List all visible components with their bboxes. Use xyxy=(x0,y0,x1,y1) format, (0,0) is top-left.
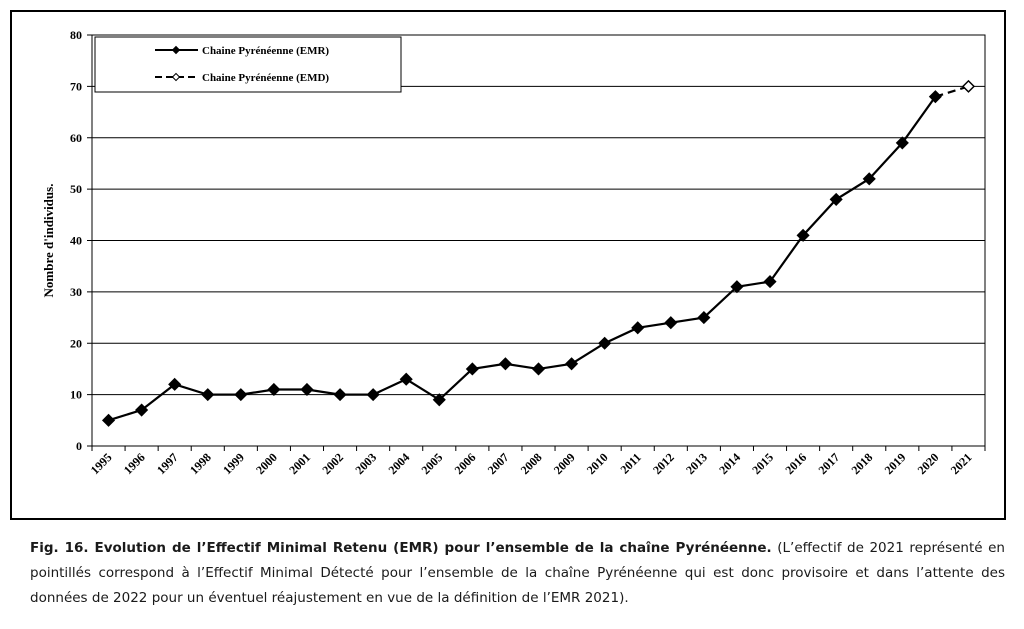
data-point xyxy=(168,377,182,391)
data-point xyxy=(796,228,810,242)
x-tick-label: 2000 xyxy=(253,450,280,477)
legend: Chaine Pyrénéenne (EMR) Chaine Pyrénéenne… xyxy=(94,36,402,93)
x-tick-label: 1999 xyxy=(220,450,247,477)
x-tick-label: 2015 xyxy=(749,450,776,477)
x-tick-label: 1998 xyxy=(187,450,214,477)
series-line-2 xyxy=(935,85,969,98)
y-tick-label: 80 xyxy=(70,28,82,42)
x-tick-label: 1995 xyxy=(88,450,115,477)
caption-figure-label: Fig. 16. Evolution de l’Effectif Minimal… xyxy=(30,540,772,556)
y-tick-label: 10 xyxy=(70,388,82,402)
y-tick-label: 40 xyxy=(70,234,82,248)
data-point xyxy=(135,403,149,417)
data-point xyxy=(366,388,380,402)
data-point xyxy=(498,357,512,371)
data-point xyxy=(201,388,215,402)
x-tick-label: 2019 xyxy=(882,450,909,477)
data-point xyxy=(697,311,711,325)
y-tick-label: 60 xyxy=(70,131,82,145)
x-tick-label: 2009 xyxy=(551,450,578,477)
x-tick-label: 2020 xyxy=(915,450,942,477)
y-tick-label: 20 xyxy=(70,336,82,350)
data-point xyxy=(961,79,976,93)
data-point xyxy=(598,336,612,350)
data-point xyxy=(234,388,248,402)
x-tick-label: 2021 xyxy=(948,450,975,477)
x-tick-label: 2004 xyxy=(385,450,412,477)
data-point xyxy=(432,393,446,407)
x-tick-label: 2017 xyxy=(815,450,842,477)
y-tick-label: 0 xyxy=(76,439,82,453)
data-point xyxy=(565,357,579,371)
x-tick-label: 1997 xyxy=(154,450,181,477)
data-point xyxy=(763,275,777,289)
x-tick-label: 2002 xyxy=(319,450,346,477)
data-point xyxy=(267,382,281,397)
legend-label: Chaine Pyrénéenne (EMR) xyxy=(202,45,329,57)
data-point xyxy=(730,280,744,294)
data-point xyxy=(531,362,546,376)
x-tick-label: 2018 xyxy=(848,450,875,477)
legend-marker xyxy=(171,72,181,82)
x-tick-label: 2011 xyxy=(617,450,643,476)
data-point xyxy=(664,316,678,330)
data-point xyxy=(399,372,413,386)
x-tick-label: 2006 xyxy=(452,450,479,477)
data-point xyxy=(829,192,843,206)
x-tick-label: 2005 xyxy=(419,450,446,477)
figure-caption: Fig. 16. Evolution de l’Effectif Minimal… xyxy=(30,536,1005,611)
legend-marker xyxy=(171,45,181,55)
y-tick-label: 30 xyxy=(70,285,82,299)
data-point xyxy=(465,362,479,376)
x-tick-label: 2014 xyxy=(716,450,743,477)
legend-box xyxy=(94,36,402,93)
data-point xyxy=(300,382,314,397)
x-tick-label: 2003 xyxy=(352,450,379,477)
y-tick-label: 70 xyxy=(70,79,82,93)
x-tick-label: 2016 xyxy=(782,450,809,477)
x-tick-label: 2007 xyxy=(485,450,512,477)
x-tick-label: 2013 xyxy=(683,450,710,477)
x-tick-label: 1996 xyxy=(121,450,148,477)
data-point xyxy=(101,413,116,427)
legend-label: Chaine Pyrénéenne (EMD) xyxy=(202,72,329,84)
caption-note: (L’effectif de 2021 représenté en pointi… xyxy=(30,540,1005,606)
data-point xyxy=(333,388,347,402)
x-tick-label: 2001 xyxy=(286,450,313,477)
x-tick-label: 2012 xyxy=(650,450,677,477)
x-tick-label: 2010 xyxy=(584,450,611,477)
data-point xyxy=(631,321,645,335)
x-tick-label: 2008 xyxy=(518,450,545,477)
y-tick-label: 50 xyxy=(70,182,82,196)
data-point xyxy=(895,136,909,150)
data-point xyxy=(862,172,876,186)
y-axis-label: Nombre d'individus. xyxy=(41,184,56,298)
